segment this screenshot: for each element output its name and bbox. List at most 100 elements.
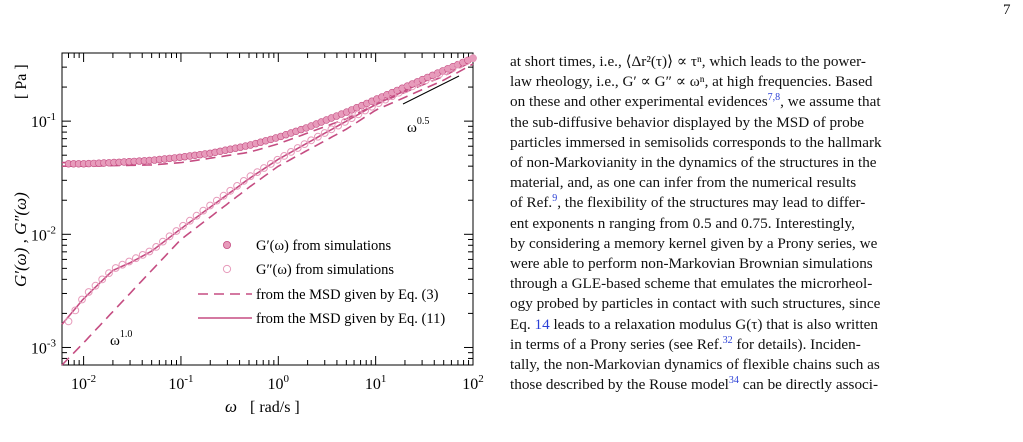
- y-tick-label: 10-1: [31, 111, 56, 131]
- plot-frame: [61, 52, 474, 366]
- gdoubleprime-sim-point: [226, 186, 235, 195]
- gdoubleprime-sim-point: [334, 121, 343, 130]
- gdoubleprime-sim-point: [78, 295, 86, 304]
- slope-annotation-0.5: ω0.5: [407, 116, 429, 136]
- axis-ticks: [61, 52, 474, 366]
- gdoubleprime-sim-point: [132, 254, 140, 263]
- gdoubleprime-sim-point: [374, 99, 383, 107]
- gdoubleprime-sim-point: [64, 317, 73, 326]
- gdoubleprime-sim-point: [455, 60, 464, 69]
- gdoubleprime-sim-point: [125, 257, 134, 266]
- rheology-figure: 10-2 10-1 100 101 102 10-3 10-2 10-1 ω […: [11, 52, 484, 416]
- solid-curve-eq11: [61, 56, 474, 325]
- gdoubleprime-sim-point: [401, 85, 410, 94]
- citation-link[interactable]: 34: [728, 375, 739, 387]
- markers: [64, 54, 477, 326]
- gdoubleprime-sim-point: [152, 243, 161, 251]
- citation-link[interactable]: 32: [722, 334, 733, 346]
- gdoubleprime-sim-point: [320, 129, 329, 137]
- legend-label: from the MSD given by Eq. (11): [256, 311, 445, 327]
- slope-guide-line: [402, 75, 460, 105]
- gdoubleprime-sim-point: [354, 110, 363, 119]
- x-tick-label: 100: [268, 373, 290, 393]
- text-line: in terms of a Prony series (see Ref.32 f…: [510, 334, 861, 353]
- text-line: of Ref.9, the flexibility of the structu…: [510, 193, 866, 212]
- gdoubleprime-sim-point: [145, 247, 154, 256]
- x-tick-label: 10-2: [71, 373, 96, 393]
- gdoubleprime-sim-point: [327, 125, 336, 134]
- text-line: the sub-diffusive behavior displayed by …: [510, 113, 865, 131]
- text-line: of non-Markovianity in the dynamics of t…: [510, 154, 877, 172]
- gdoubleprime-sim-point: [381, 95, 390, 104]
- gdoubleprime-sim-point: [273, 155, 282, 164]
- gdoubleprime-sim-point: [246, 172, 255, 181]
- gdoubleprime-sim-point: [159, 237, 167, 246]
- x-tick-label: 101: [365, 373, 387, 393]
- gdoubleprime-sim-point: [186, 216, 194, 225]
- text-line: material, and, as one can infer from the…: [510, 174, 857, 192]
- gdoubleprime-sim-point: [421, 76, 430, 85]
- citation-link[interactable]: 9: [552, 193, 558, 205]
- x-axis-unit: [ rad/s ]: [250, 399, 300, 416]
- gdoubleprime-sim-point: [442, 67, 450, 76]
- text-line: law rheology, i.e., G′ ∝ G″ ∝ ωⁿ, at hig…: [510, 73, 873, 91]
- dashed-curve-eq3: [62, 60, 474, 167]
- y-tick-label: 10-2: [31, 224, 56, 244]
- gdoubleprime-sim-point: [233, 182, 242, 190]
- gdoubleprime-sim-point: [179, 221, 188, 230]
- gdoubleprime-sim-point: [415, 79, 424, 88]
- gdoubleprime-sim-point: [260, 164, 268, 172]
- gdoubleprime-sim-point: [71, 306, 80, 315]
- gdoubleprime-sim-point: [314, 132, 322, 141]
- y-axis-title: G′(ω) , G″(ω): [11, 192, 30, 287]
- x-axis-title: ω: [225, 397, 237, 416]
- gdoubleprime-sim-point: [91, 281, 100, 290]
- text-line: ent exponents n ranging from 0.5 and 0.7…: [510, 214, 855, 232]
- gdoubleprime-sim-point: [212, 196, 221, 205]
- gdoubleprime-sim-point: [239, 177, 248, 185]
- gdoubleprime-sim-point: [84, 288, 93, 296]
- legend: G′(ω) from simulations G″(ω) from simula…: [198, 238, 445, 327]
- text-line: ogy probed by particles in contact with …: [510, 295, 881, 313]
- gdoubleprime-sim-point: [347, 114, 356, 122]
- gdoubleprime-sim-point: [293, 144, 302, 152]
- y-axis-unit: [ Pa ]: [13, 64, 30, 99]
- text-line: tally, the non-Markovian dynamics of fle…: [510, 356, 880, 374]
- citation-link[interactable]: 7,8: [767, 92, 781, 104]
- gdoubleprime-sim-point: [300, 140, 309, 149]
- x-tick-label: 10-1: [168, 373, 193, 393]
- dashed-curve-eq3: [61, 63, 474, 366]
- legend-symbol-filled-circle: [222, 240, 231, 249]
- gdoubleprime-sim-point: [287, 148, 295, 156]
- x-tick-label: 102: [462, 373, 484, 393]
- y-tick-labels: 10-3 10-2 10-1: [31, 111, 57, 357]
- text-line: through a GLE-based scheme that emulates…: [510, 275, 873, 293]
- gdoubleprime-sim-point: [341, 118, 349, 126]
- text-line: at short times, i.e., ⟨Δr²(τ)⟩ ∝ τⁿ, whi…: [510, 53, 866, 70]
- gdoubleprime-sim-point: [408, 82, 417, 91]
- y-tick-label: 10-3: [31, 337, 57, 357]
- gdoubleprime-sim-point: [280, 152, 289, 160]
- page-number: 7: [1003, 2, 1011, 18]
- text-line: were able to perform non-Markovian Brown…: [510, 255, 873, 273]
- gdoubleprime-sim-point: [428, 73, 437, 82]
- gdoubleprime-sim-point: [307, 136, 316, 145]
- body-text: at short times, i.e., ⟨Δr²(τ)⟩ ∝ τⁿ, whi…: [510, 52, 1016, 395]
- gdoubleprime-sim-point: [138, 251, 147, 259]
- gdoubleprime-sim-point: [172, 227, 181, 235]
- gdoubleprime-sim-point: [118, 260, 127, 269]
- gdoubleprime-sim-point: [361, 106, 370, 115]
- gdoubleprime-sim-point: [111, 264, 120, 272]
- gdoubleprime-sim-point: [206, 201, 215, 210]
- gdoubleprime-sim-point: [462, 57, 471, 66]
- equation-link[interactable]: 14: [534, 315, 550, 333]
- gdoubleprime-sim-point: [165, 232, 174, 241]
- solid-curve-eq11: [62, 56, 474, 164]
- gdoubleprime-sim-point: [253, 168, 262, 177]
- gdoubleprime-sim-point: [368, 102, 376, 111]
- gdoubleprime-sim-point: [192, 211, 201, 220]
- text-line: Eq. 14 leads to a relaxation modulus G(τ…: [510, 315, 878, 333]
- legend-symbol-open-circle: [222, 264, 232, 274]
- text-line: on these and other experimental evidence…: [510, 92, 881, 111]
- x-tick-labels: 10-2 10-1 100 101 102: [71, 373, 484, 393]
